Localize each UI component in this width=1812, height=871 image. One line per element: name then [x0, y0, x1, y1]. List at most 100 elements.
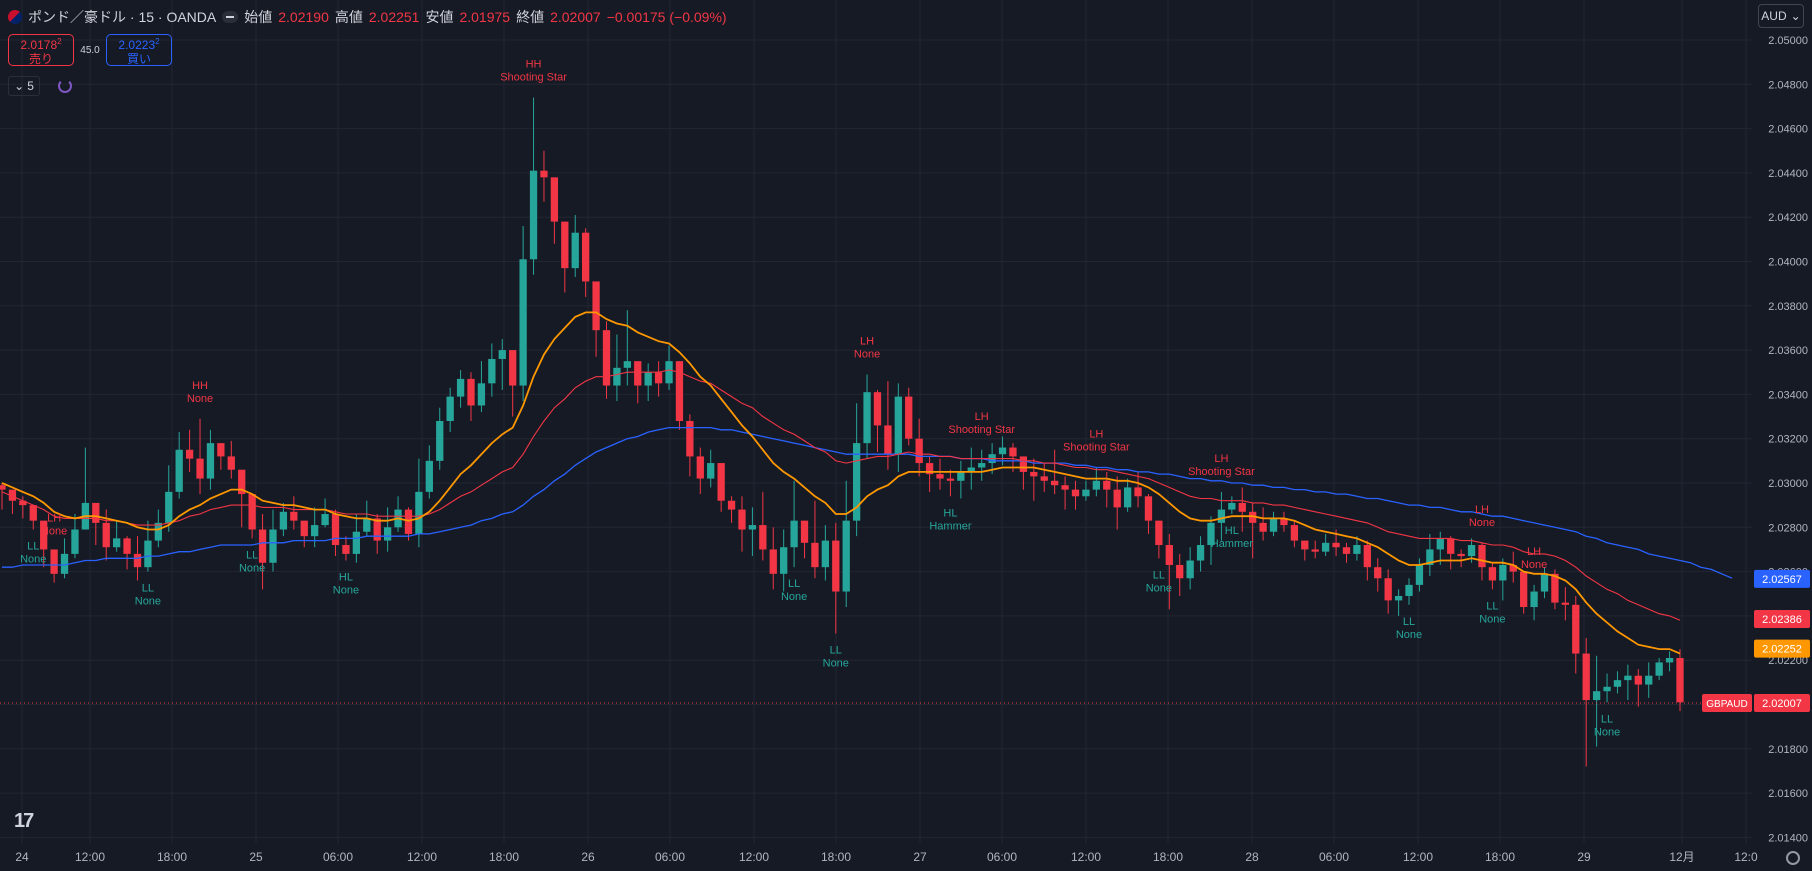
- candle-body: [780, 547, 788, 574]
- candle-body: [1103, 480, 1111, 490]
- candle-body: [0, 485, 6, 490]
- candle-body: [269, 529, 277, 563]
- gbp-aud-flag-icon: [8, 10, 22, 24]
- candle-body: [92, 502, 100, 523]
- trade-panel: 2.01782 売り 45.0 2.02232 買い: [8, 34, 172, 66]
- candle-body: [1592, 691, 1601, 701]
- pivot-label: LH: [47, 513, 61, 525]
- candle-body: [50, 549, 58, 574]
- candle-body: [352, 531, 361, 554]
- candle-body: [477, 383, 486, 406]
- candle-body: [258, 529, 267, 563]
- candle-body: [248, 494, 256, 530]
- candle-body: [1509, 564, 1517, 572]
- candle-body: [1551, 573, 1559, 603]
- candle-body: [1353, 545, 1361, 554]
- tradingview-logo-icon[interactable]: 17: [14, 810, 34, 832]
- time-tick-label: 06:00: [987, 850, 1017, 864]
- candle-body: [498, 350, 506, 359]
- pivot-label: None: [1594, 726, 1620, 738]
- candle-body: [821, 540, 830, 568]
- candle-body: [686, 420, 694, 457]
- candle-body: [1332, 542, 1340, 548]
- currency-selector[interactable]: AUD ⌄: [1758, 4, 1804, 28]
- symbol-title[interactable]: ポンド／豪ドル · 15 · OANDA: [28, 9, 217, 25]
- candle-body: [19, 500, 27, 506]
- candle-body: [634, 361, 642, 386]
- pivot-label: Shooting Star: [500, 72, 567, 84]
- time-tick-label: 26: [581, 850, 595, 864]
- price-tick-label: 2.04200: [1768, 212, 1808, 224]
- candle-body: [529, 170, 538, 260]
- pivot-label: None: [823, 658, 849, 670]
- sell-button[interactable]: 2.01782 売り: [8, 34, 74, 66]
- buy-label: 買い: [126, 51, 151, 66]
- pivot-label: None: [1521, 559, 1547, 571]
- pivot-label: None: [854, 348, 880, 360]
- candle-body: [884, 425, 892, 455]
- candle-body: [456, 378, 465, 397]
- candle-body: [290, 511, 298, 521]
- sell-price: 2.01782: [20, 36, 62, 52]
- candle-body: [1624, 675, 1632, 681]
- candle-body: [832, 540, 840, 592]
- candle-body: [873, 392, 882, 426]
- candle-body: [1092, 480, 1100, 490]
- price-tick-label: 2.03200: [1768, 434, 1808, 446]
- pivot-label: None: [1469, 517, 1495, 529]
- price-badge-label: 2.02007: [1762, 698, 1802, 710]
- candle-body: [769, 549, 777, 574]
- pivot-label: LL: [246, 549, 258, 561]
- candle-body: [1415, 564, 1424, 585]
- candle-body: [1217, 509, 1226, 523]
- time-tick-label: 12月: [1669, 850, 1694, 864]
- candle-body: [717, 463, 725, 501]
- candle-body: [1634, 675, 1642, 685]
- pivot-label: None: [20, 554, 46, 566]
- candle-body: [383, 527, 392, 541]
- candle-body: [1665, 657, 1674, 663]
- gear-icon[interactable]: [1786, 851, 1800, 865]
- candle-body: [1374, 567, 1382, 579]
- candle-body: [1134, 487, 1142, 497]
- buy-button[interactable]: 2.02232 買い: [106, 34, 172, 66]
- pivot-label: HL: [339, 572, 353, 584]
- candle-body: [331, 514, 340, 546]
- candle-body: [123, 538, 131, 554]
- candle-body: [696, 456, 704, 479]
- candle-body: [404, 509, 413, 534]
- candle-body: [1394, 595, 1403, 601]
- open-value: 2.02190: [278, 9, 329, 25]
- symbol-legend: ポンド／豪ドル · 15 · OANDA 始値 2.02190 高値 2.02251…: [8, 8, 727, 26]
- candle-body: [1426, 549, 1434, 565]
- candle-body: [519, 259, 527, 386]
- time-tick-label: 29: [1577, 850, 1591, 864]
- price-badge: [1754, 639, 1810, 658]
- candle-body: [133, 553, 142, 568]
- candle-body: [842, 520, 850, 592]
- candle-body: [998, 447, 1007, 455]
- candle-body: [738, 509, 746, 530]
- candle-body: [1384, 578, 1392, 601]
- price-badge-label: 2.02252: [1762, 644, 1802, 656]
- candle-body: [571, 232, 579, 269]
- pivot-label: LL: [142, 583, 154, 595]
- price-tick-label: 2.03400: [1768, 389, 1808, 401]
- candle-body: [363, 518, 371, 532]
- candle-body: [707, 463, 715, 479]
- indicators-toggle-button[interactable]: ⌄ 5: [8, 76, 40, 96]
- candle-body: [8, 489, 17, 501]
- candle-body: [321, 514, 329, 526]
- candle-body: [582, 232, 590, 282]
- pivot-label: Shooting Star: [1063, 441, 1130, 453]
- visibility-icon[interactable]: [222, 11, 239, 23]
- candle-body: [165, 491, 173, 523]
- price-tick-label: 2.04000: [1768, 257, 1808, 269]
- chevron-down-icon: ⌄: [14, 79, 25, 93]
- candle-body: [29, 505, 37, 521]
- candle-body: [1238, 502, 1246, 512]
- pivot-label: LL: [1601, 713, 1613, 725]
- time-tick-label: 28: [1245, 850, 1259, 864]
- candle-body: [1061, 485, 1069, 490]
